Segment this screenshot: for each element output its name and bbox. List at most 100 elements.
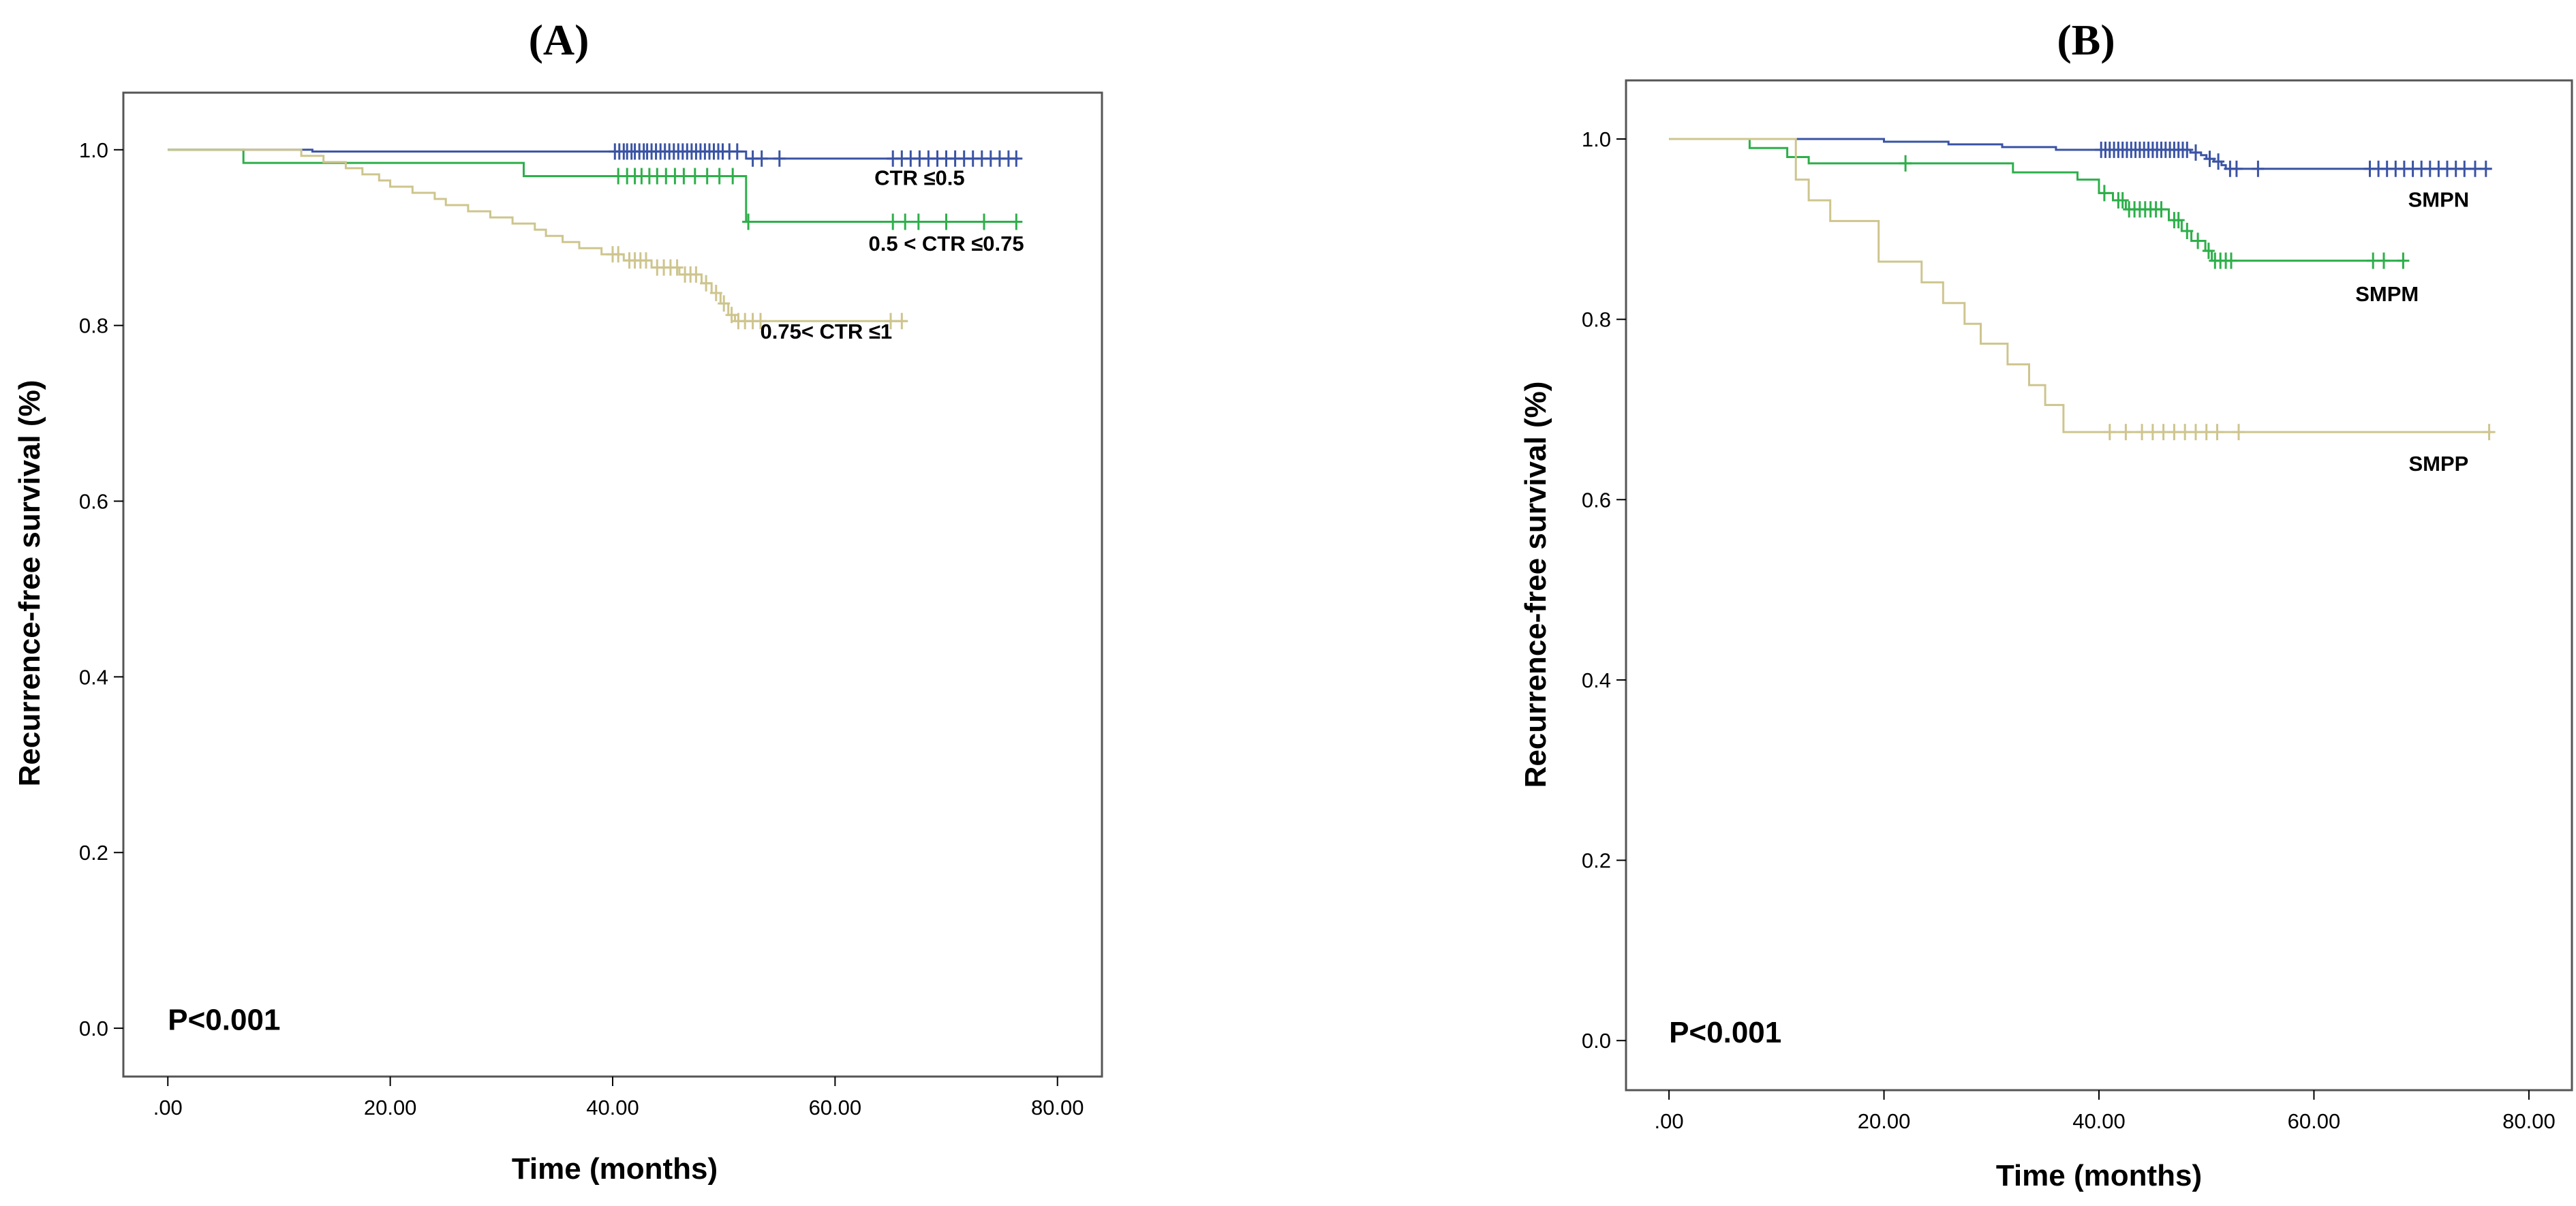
censor-mark: [2098, 185, 2111, 202]
censor-mark: [2225, 252, 2237, 269]
labels-layer-b: SMPN SMPM SMPP P<0.001: [1669, 187, 2469, 1049]
x-axis-title-a: Time (months): [512, 1152, 718, 1186]
series-layer-b: [1669, 138, 2496, 441]
censor-mark: [726, 168, 739, 185]
censor-mark: [2469, 160, 2481, 177]
censor-mark: [2157, 424, 2170, 441]
censor-mark: [2155, 201, 2168, 218]
censor-mark: [700, 275, 713, 292]
censor-mark: [2181, 141, 2194, 158]
censor-mark: [742, 213, 755, 230]
censor-mark: [640, 252, 652, 269]
censor-mark: [709, 285, 722, 301]
y-tick-label: 0.0: [79, 1017, 108, 1040]
censor-mark: [2458, 160, 2471, 177]
km-curve-green: [168, 149, 1019, 223]
axis-ticks-a: .00 20.00 40.00 60.00 80.00 0.0 0.2 0.4 0.6 0.8 1.…: [79, 138, 1084, 1119]
y-tick-label: 0.4: [79, 665, 108, 689]
chart-panel-b: (B) .00 20.00 40.00 60.00 80.00 0.0 0.2 0.4 0.6 0…: [1519, 16, 2573, 1192]
series-label: SMPP: [2408, 452, 2468, 476]
censor-mark: [2203, 151, 2216, 168]
series-label: CTR ≤0.5: [874, 166, 964, 189]
x-tick-label: .00: [153, 1096, 183, 1119]
x-tick-label: .00: [1655, 1109, 1684, 1133]
censor-mark: [1010, 150, 1023, 167]
censor-mark: [2200, 424, 2213, 441]
y-tick-label: 0.2: [79, 841, 108, 865]
censor-mark: [2146, 424, 2159, 441]
y-tick-label: 1.0: [1582, 127, 1611, 151]
y-tick-label: 0.4: [1582, 668, 1611, 692]
censor-mark: [731, 143, 743, 160]
censor-mark: [2378, 252, 2390, 269]
x-axis-title-b: Time (months): [1996, 1159, 2202, 1192]
y-tick-label: 1.0: [79, 138, 108, 162]
censor-mark: [718, 295, 731, 312]
censor-mark: [725, 307, 738, 324]
censor-mark: [978, 213, 990, 230]
y-axis-title-a: Recurrence-free survival (%): [13, 380, 46, 787]
censor-mark: [754, 313, 767, 330]
censor-mark: [677, 168, 690, 185]
x-tick-label: 40.00: [586, 1096, 639, 1119]
censor-mark: [912, 213, 925, 230]
plot-frame-b: [1625, 79, 2573, 1092]
x-tick-label: 60.00: [809, 1096, 862, 1119]
p-value-label: P<0.001: [1669, 1016, 1781, 1049]
x-tick-label: 80.00: [1031, 1096, 1084, 1119]
censor-mark: [2103, 424, 2116, 441]
censor-mark: [2212, 153, 2225, 170]
censor-mark: [2190, 424, 2202, 441]
censor-mark: [2233, 424, 2245, 441]
y-tick-label: 0.6: [79, 490, 108, 514]
censor-mark: [899, 213, 912, 230]
series-label: SMPN: [2408, 187, 2470, 211]
censor-mark: [2179, 424, 2192, 441]
censor-mark: [895, 313, 908, 330]
y-tick-label: 0.8: [1582, 308, 1611, 332]
series-label: 0.5 < CTR ≤0.75: [868, 232, 1024, 256]
censor-mark: [2367, 252, 2380, 269]
y-axis-title-b: Recurrence-free survival (%): [1519, 382, 1552, 788]
censor-mark: [2192, 232, 2205, 249]
censor-mark: [2230, 160, 2243, 177]
censor-mark: [2397, 252, 2410, 269]
censor-mark: [887, 213, 900, 230]
censor-mark: [1010, 213, 1023, 230]
censor-mark: [2168, 424, 2181, 441]
censor-mark: [1899, 155, 1912, 172]
y-tick-label: 0.0: [1582, 1029, 1611, 1053]
censor-mark: [690, 266, 703, 283]
censor-mark: [713, 168, 726, 185]
censor-mark: [755, 150, 768, 167]
y-tick-label: 0.6: [1582, 488, 1611, 512]
km-curve-tan: [1669, 138, 2491, 433]
censor-mark: [940, 213, 953, 230]
censor-mark: [773, 150, 786, 167]
labels-layer-a: CTR ≤0.5 0.5 < CTR ≤0.75 0.75< CTR ≤1 P<0.0…: [168, 166, 1024, 1036]
censor-mark: [671, 259, 684, 276]
axis-ticks-b: .00 20.00 40.00 60.00 80.00 0.0 0.2 0.4 0.6 0.8 1.…: [1582, 127, 2556, 1133]
x-tick-label: 40.00: [2072, 1109, 2126, 1133]
censor-mark: [2479, 160, 2492, 177]
panel-label-b: (B): [2057, 16, 2115, 64]
series-label: SMPM: [2355, 282, 2419, 306]
panel-label-a: (A): [529, 16, 589, 64]
p-value-label: P<0.001: [168, 1004, 280, 1037]
x-tick-label: 20.00: [364, 1096, 417, 1119]
censor-mark: [2190, 144, 2202, 161]
censor-mark: [2252, 160, 2265, 177]
y-tick-label: 0.2: [1582, 849, 1611, 873]
censor-mark: [2181, 223, 2194, 239]
chart-panel-a: (A) .00 20.00 40.00 60.00 80.00 0.0 0.2 0.4 0.6 0…: [13, 16, 1103, 1186]
x-tick-label: 20.00: [1858, 1109, 1911, 1133]
censor-mark: [2116, 192, 2129, 208]
censor-mark: [2211, 424, 2224, 441]
series-layer-a: [168, 143, 1023, 330]
censor-mark: [701, 168, 714, 185]
censor-mark: [2483, 424, 2496, 441]
y-tick-label: 0.8: [79, 314, 108, 338]
series-label: 0.75< CTR ≤1: [760, 320, 892, 343]
censor-mark: [885, 313, 897, 330]
